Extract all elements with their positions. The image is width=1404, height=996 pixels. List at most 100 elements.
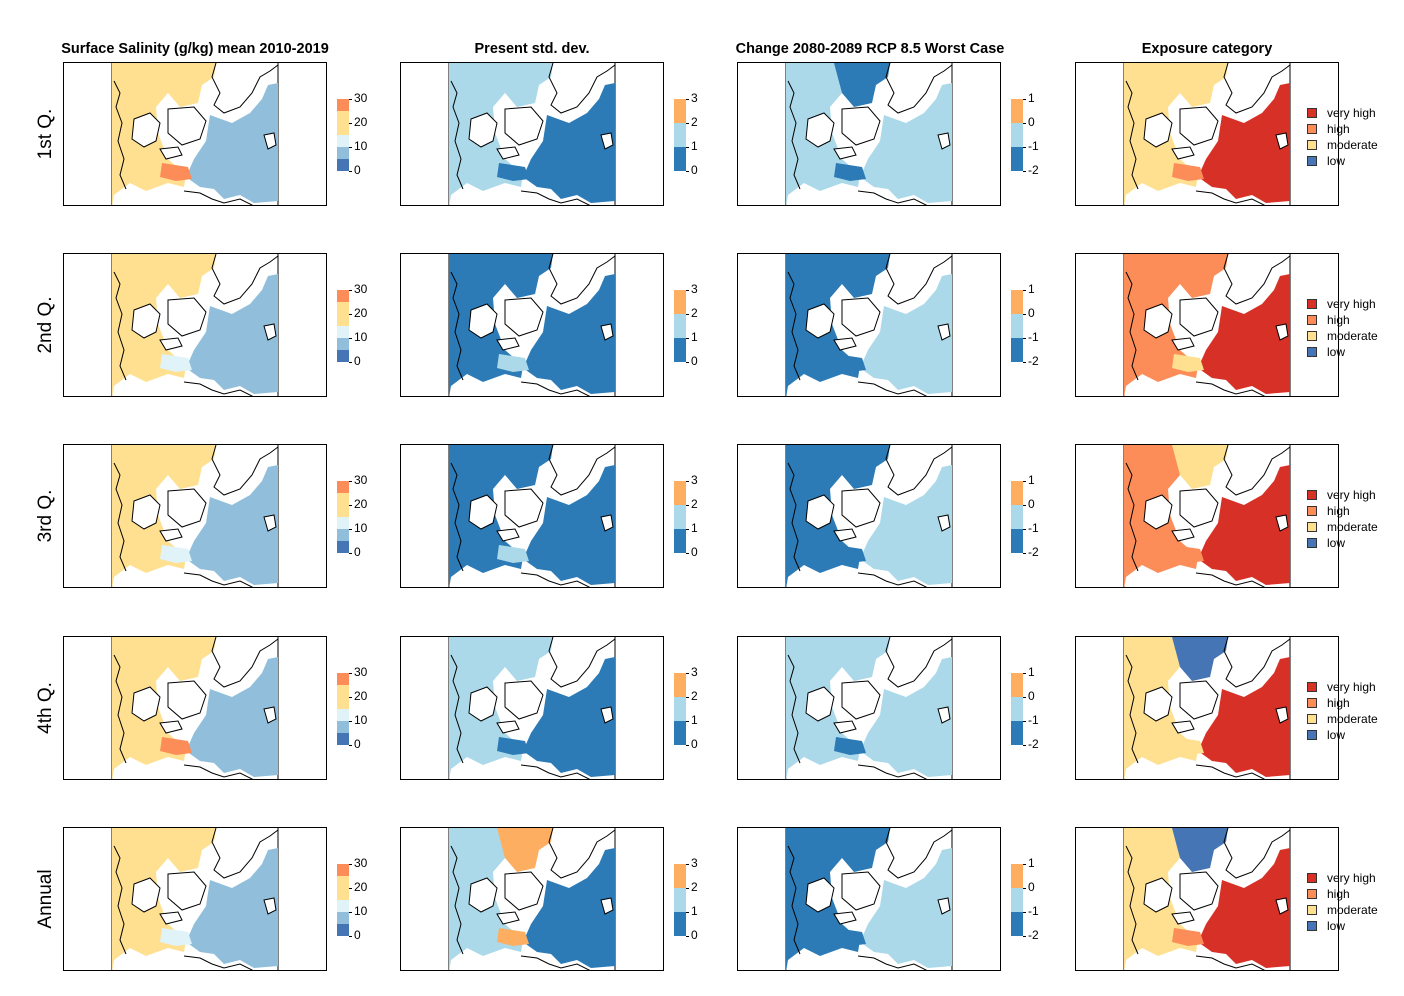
scale-band xyxy=(1011,123,1023,148)
scale-band xyxy=(674,505,686,530)
coastline-west xyxy=(787,845,801,955)
island-lolland xyxy=(1171,528,1195,542)
scale-tick-label: -2 xyxy=(1028,928,1039,942)
sea-patch xyxy=(834,354,866,372)
legend-item: low xyxy=(1307,344,1378,360)
scale-tick-mark xyxy=(1023,99,1026,100)
island-funen xyxy=(1143,112,1173,148)
scale-band xyxy=(337,302,349,315)
row-label: 3rd Q. xyxy=(35,489,56,543)
scale-tick-label: 1 xyxy=(1028,856,1035,870)
map-panel xyxy=(63,444,327,588)
legend-swatch xyxy=(1307,506,1317,516)
island-zealand xyxy=(167,106,207,146)
row-label: Annual xyxy=(35,869,56,929)
scale-band xyxy=(337,541,349,553)
scale-tick-label: 20 xyxy=(354,689,368,703)
scale-tick-mark xyxy=(686,147,689,148)
coastline-west xyxy=(1125,462,1139,572)
color-scale-bar xyxy=(1011,290,1023,362)
scale-tick-label: 0 xyxy=(691,737,698,751)
row-label: 1st Q. xyxy=(35,108,56,160)
sea-north xyxy=(497,637,553,681)
scale-band xyxy=(337,147,349,160)
legend-label: low xyxy=(1327,919,1346,933)
scale-tick-mark xyxy=(349,290,352,291)
legend-label: high xyxy=(1327,696,1350,710)
coastline-north xyxy=(211,637,279,688)
scale-tick-mark xyxy=(686,481,689,482)
sea-baltic xyxy=(1198,274,1290,394)
island-bornholm xyxy=(600,132,614,150)
island-funen xyxy=(131,303,161,339)
island-zealand xyxy=(504,871,544,911)
island-zealand xyxy=(167,488,207,528)
coastline-west xyxy=(787,80,801,190)
scale-tick-label: 0 xyxy=(1028,115,1035,129)
color-scale-bar xyxy=(1011,481,1023,553)
coastline-south xyxy=(520,764,591,779)
coastline-west xyxy=(450,462,464,572)
row-label: 4th Q. xyxy=(35,682,56,734)
scale-tick-label: 0 xyxy=(1028,880,1035,894)
column-title: Present std. dev. xyxy=(474,41,590,57)
scale-band xyxy=(337,338,349,351)
island-bornholm xyxy=(1275,706,1289,724)
coastline-north xyxy=(211,445,279,496)
coastline-west xyxy=(113,271,127,381)
legend-item: very high xyxy=(1307,487,1378,503)
sea-north xyxy=(834,63,890,107)
island-funen xyxy=(131,686,161,722)
scale-tick-mark xyxy=(349,505,352,506)
color-scale-bar xyxy=(337,864,349,936)
coastline-north xyxy=(211,254,279,305)
legend-label: very high xyxy=(1327,297,1376,311)
sea-patch xyxy=(834,928,866,946)
coastline-south xyxy=(857,381,928,396)
scale-tick-label: 20 xyxy=(354,306,368,320)
island-bornholm xyxy=(263,897,277,915)
scale-tick-mark xyxy=(686,745,689,746)
island-lolland xyxy=(496,528,520,542)
legend-item: low xyxy=(1307,918,1378,934)
coastline-south xyxy=(520,572,591,587)
legend-label: very high xyxy=(1327,106,1376,120)
coastline-south xyxy=(1195,381,1266,396)
color-scale-bar xyxy=(337,290,349,362)
scale-tick-mark xyxy=(349,362,352,363)
sea-patch xyxy=(1172,545,1204,563)
scale-tick-label: 0 xyxy=(1028,306,1035,320)
scale-tick-label: -1 xyxy=(1028,904,1039,918)
scale-tick-mark xyxy=(686,553,689,554)
island-funen xyxy=(468,494,498,530)
island-zealand xyxy=(841,871,881,911)
scale-band xyxy=(337,900,349,913)
scale-tick-mark xyxy=(686,99,689,100)
scale-tick-mark xyxy=(686,505,689,506)
island-zealand xyxy=(504,297,544,337)
legend-item: high xyxy=(1307,503,1378,519)
scale-band xyxy=(674,99,686,124)
scale-band xyxy=(674,673,686,698)
scale-tick-mark xyxy=(349,721,352,722)
sea-patch xyxy=(497,354,529,372)
legend-label: moderate xyxy=(1327,329,1378,343)
island-zealand xyxy=(1179,297,1219,337)
legend-swatch xyxy=(1307,730,1317,740)
legend-label: high xyxy=(1327,504,1350,518)
legend-label: very high xyxy=(1327,871,1376,885)
island-lolland xyxy=(1171,337,1195,351)
sea-patch xyxy=(834,737,866,755)
scale-band xyxy=(337,888,349,901)
island-funen xyxy=(805,877,835,913)
map-panel xyxy=(400,253,664,397)
scale-band xyxy=(337,529,349,542)
coastline-south xyxy=(183,190,254,205)
legend-swatch xyxy=(1307,873,1317,883)
island-bornholm xyxy=(600,706,614,724)
scale-tick-label: 0 xyxy=(691,354,698,368)
coastline-south xyxy=(183,955,254,970)
scale-tick-mark xyxy=(686,936,689,937)
legend-item: low xyxy=(1307,727,1378,743)
coastline-south xyxy=(520,190,591,205)
